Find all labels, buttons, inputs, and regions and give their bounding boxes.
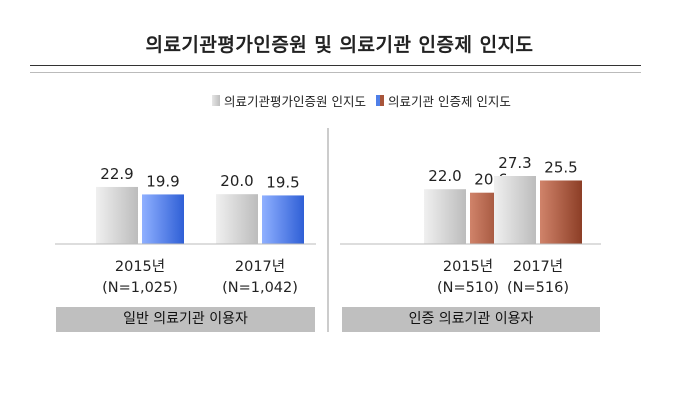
bar-2-series-1 bbox=[216, 194, 258, 244]
group-label-certified: 인증 의료기관 이용자 bbox=[342, 307, 600, 332]
bar-4-series-1 bbox=[494, 176, 536, 244]
category-n-2: (N=1,042) bbox=[222, 280, 298, 296]
bar-3-series-1 bbox=[424, 189, 466, 244]
category-n-3: (N=510) bbox=[437, 280, 499, 296]
bar-2-series-2 bbox=[262, 195, 304, 244]
legend-label-1: 의료기관평가인증원 인지도 bbox=[224, 94, 366, 109]
title-rule bbox=[30, 65, 641, 66]
category-year-1: 2015년 bbox=[115, 258, 165, 275]
legend-label-2: 의료기관 인증제 인지도 bbox=[387, 94, 511, 109]
legend-swatch-2 bbox=[375, 95, 380, 106]
chart-title: 의료기관평가인증원 및 의료기관 인증제 인지도 bbox=[145, 34, 534, 56]
bar-1-series-2 bbox=[142, 194, 184, 244]
legend-swatch-1 bbox=[212, 95, 220, 106]
category-n-1: (N=1,025) bbox=[102, 280, 178, 296]
legend-swatch-2b bbox=[379, 95, 384, 106]
group-label-general: 일반 의료기관 이용자 bbox=[56, 307, 315, 332]
legend-item-2: 의료기관 인증제 인지도 bbox=[375, 91, 511, 110]
legend: 의료기관평가인증원 인지도 의료기관 인증제 인지도 bbox=[212, 91, 521, 110]
value-label-4-2: 25.5 bbox=[544, 158, 577, 176]
bar-4-series-2 bbox=[540, 180, 582, 244]
value-label-1-1: 22.9 bbox=[100, 165, 133, 183]
category-year-3: 2015년 bbox=[443, 258, 493, 275]
value-label-4-1: 27.3 bbox=[498, 154, 531, 172]
bar-1-series-1 bbox=[96, 186, 138, 244]
title-rule-thin bbox=[30, 72, 641, 73]
category-n-4: (N=516) bbox=[507, 280, 569, 296]
value-label-3-1: 22.0 bbox=[428, 167, 461, 185]
legend-item-1: 의료기관평가인증원 인지도 bbox=[212, 91, 366, 110]
value-label-2-1: 20.0 bbox=[220, 172, 253, 190]
category-year-2: 2017년 bbox=[235, 258, 285, 275]
category-year-4: 2017년 bbox=[513, 258, 563, 275]
value-label-2-2: 19.5 bbox=[266, 173, 299, 191]
value-label-1-2: 19.9 bbox=[146, 172, 179, 190]
